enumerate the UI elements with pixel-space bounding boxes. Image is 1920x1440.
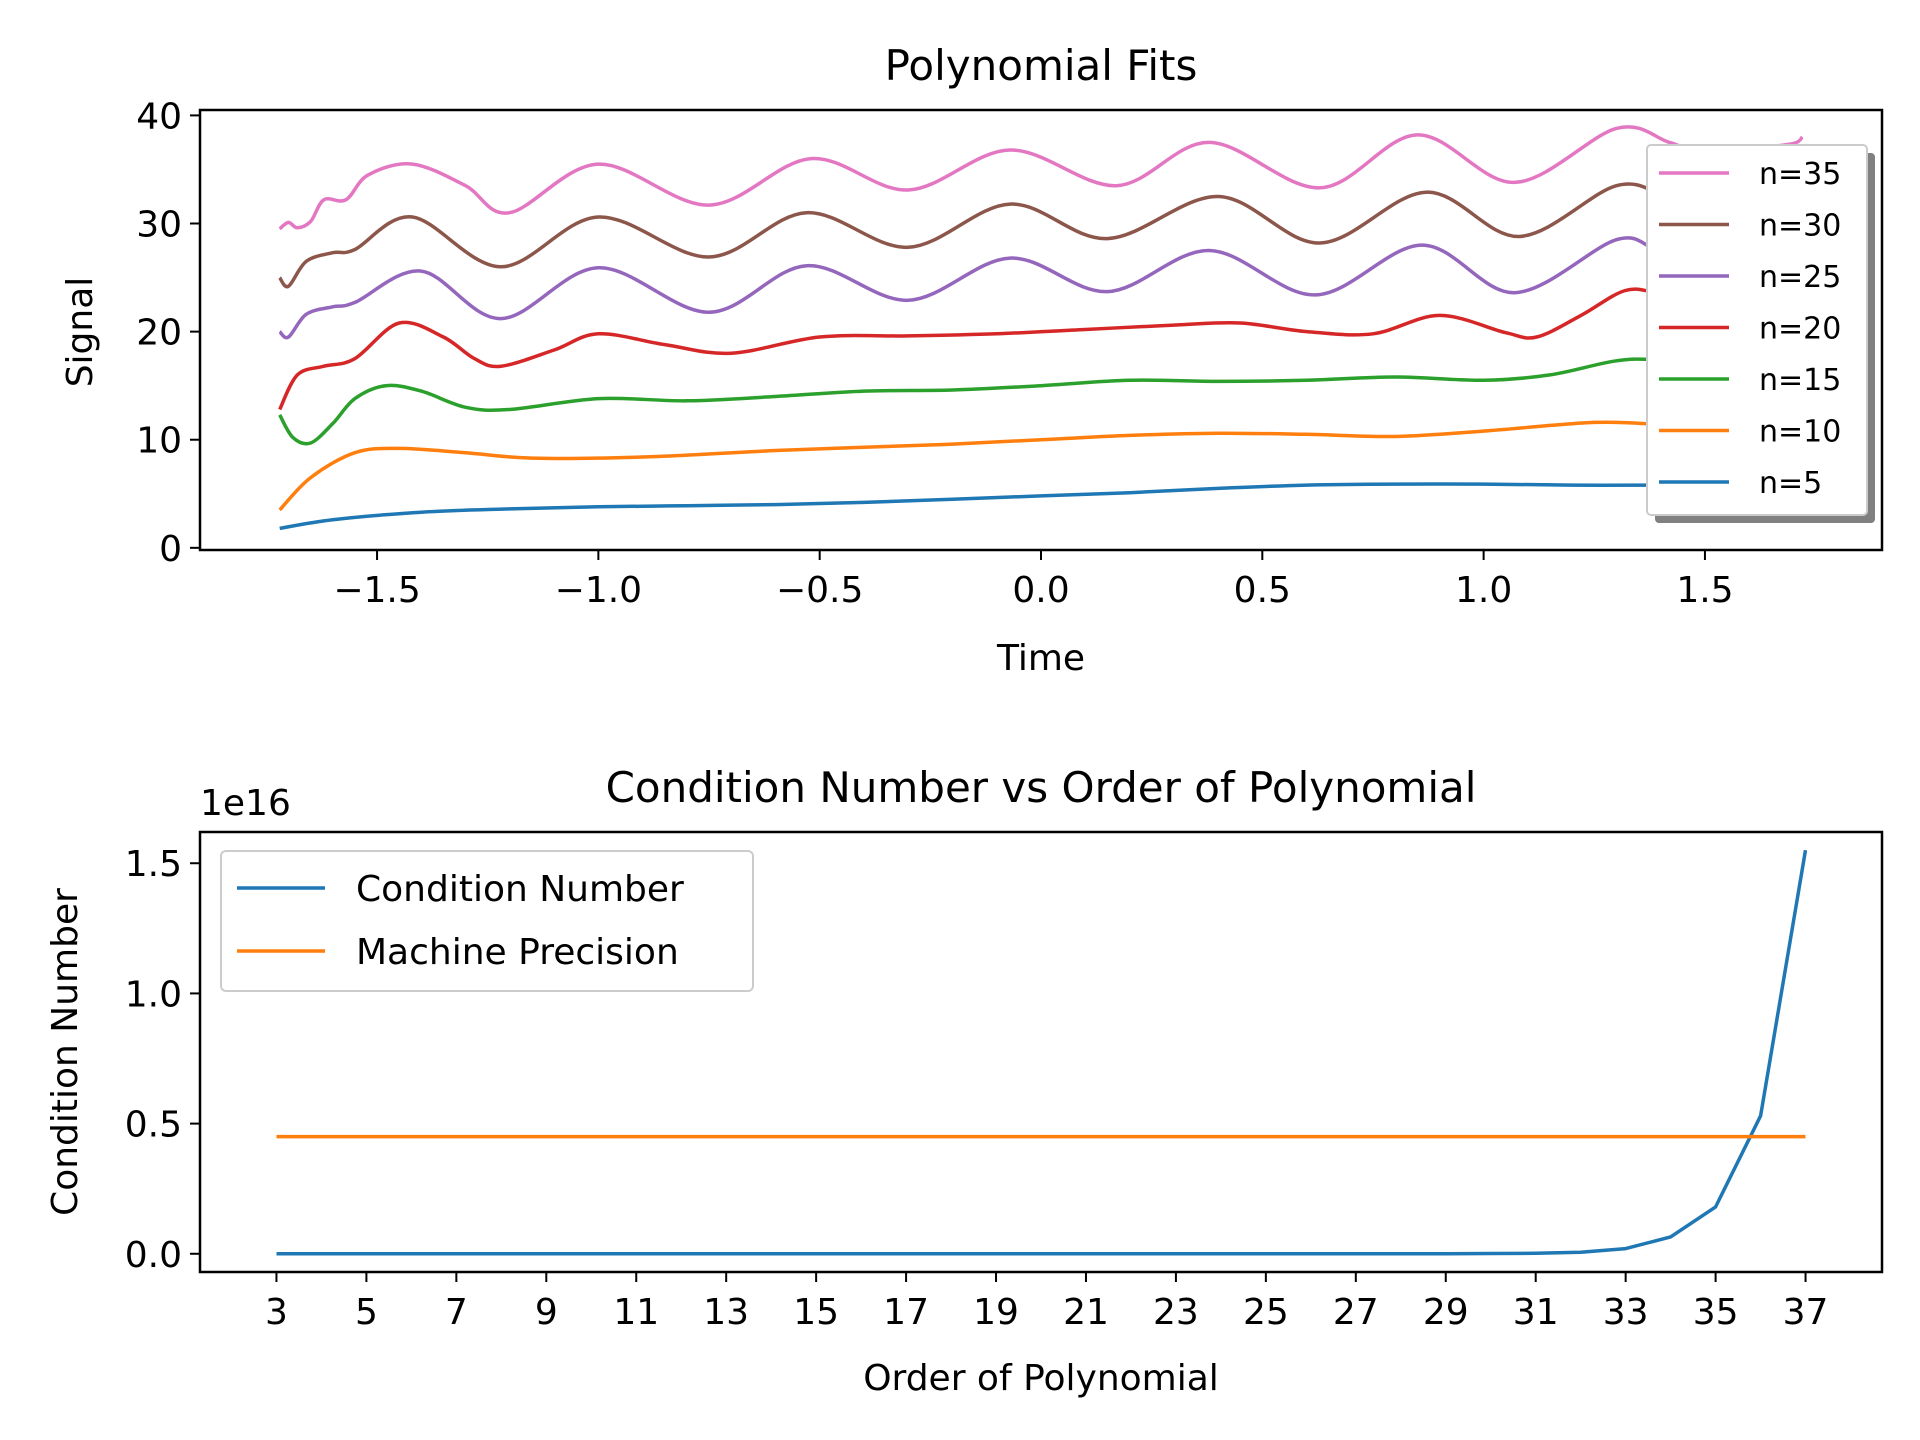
top-chart-x-tick-label: 0.5 (1234, 570, 1291, 611)
top-chart-x-tick-label: 0.0 (1012, 570, 1069, 611)
legend-box (220, 850, 754, 992)
bottom-chart-x-axis-label: Order of Polynomial (863, 1358, 1219, 1399)
top-chart-x-tick-label: −1.0 (555, 570, 642, 611)
top-chart-x-axis-label: Time (996, 638, 1085, 679)
top-chart-series-n-10 (278, 420, 1728, 512)
legend-label: n=20 (1759, 312, 1841, 347)
bottom-chart-x-tick-label: 29 (1423, 1292, 1469, 1333)
bottom-chart-y-tick-label: 1.0 (125, 974, 182, 1015)
bottom-chart-x-tick-label: 27 (1333, 1292, 1379, 1333)
legend-label: n=30 (1759, 209, 1841, 244)
legend-label: Condition Number (356, 869, 684, 910)
bottom-chart-x-tick-label: 19 (973, 1292, 1019, 1333)
bottom-chart-series-condition-number (276, 849, 1808, 1256)
legend-label: Machine Precision (356, 932, 679, 973)
top-chart-x-tick-label: −1.5 (333, 570, 420, 611)
legend-box (1646, 144, 1868, 516)
bottom-chart-title: Condition Number vs Order of Polynomial (606, 763, 1477, 812)
bottom-chart-x-tick-label: 15 (793, 1292, 839, 1333)
bottom-chart-x-tick-label: 23 (1153, 1292, 1199, 1333)
top-chart-series-n-35 (278, 125, 1804, 231)
top-chart-series-n-25 (278, 236, 1728, 340)
bottom-chart-x-tick-label: 11 (613, 1292, 659, 1333)
top-chart-title: Polynomial Fits (885, 41, 1198, 90)
top-chart-frame (198, 108, 1884, 552)
bottom-chart-y-tick-label: 1.5 (125, 844, 182, 885)
bottom-chart-x-tick-label: 25 (1243, 1292, 1289, 1333)
legend-label: n=10 (1759, 415, 1841, 450)
bottom-chart-x-tick-label: 33 (1603, 1292, 1649, 1333)
bottom-chart-y-tick-label: 0.5 (125, 1105, 182, 1146)
bottom-chart-y-tick-label: 0.0 (125, 1235, 182, 1276)
top-chart-x-tick-label: 1.0 (1455, 570, 1512, 611)
bottom-chart: Condition Number vs Order of Polynomial … (45, 763, 1884, 1399)
top-chart-series-n-15 (278, 357, 1728, 446)
legend-label: n=25 (1759, 260, 1841, 295)
top-chart-series-n-30 (278, 182, 1728, 289)
bottom-chart-legend: Condition Number Machine Precision (220, 850, 754, 992)
legend-label: n=35 (1759, 157, 1841, 192)
bottom-chart-x-tick-label: 13 (703, 1292, 749, 1333)
bottom-chart-x-tick-label: 21 (1063, 1292, 1109, 1333)
top-chart-y-tick-label: 20 (136, 313, 182, 354)
bottom-chart-x-tick-label: 3 (265, 1292, 288, 1333)
top-chart-x-tick-label: 1.5 (1676, 570, 1733, 611)
bottom-chart-ticks: 3 5 7 9 11 13 15 17 19 21 23 25 27 29 31 33 35 370.00.51.… (125, 844, 1829, 1333)
bottom-chart-x-tick-label: 37 (1783, 1292, 1829, 1333)
bottom-chart-x-tick-label: 5 (355, 1292, 378, 1333)
bottom-chart-x-tick-label: 9 (535, 1292, 558, 1333)
top-chart-legend: n=35 n=30 n=25 n=20 n=15 n=10 n=5 (1646, 144, 1875, 523)
top-chart-series-n-5 (279, 482, 1728, 531)
bottom-chart-frame (198, 830, 1884, 1274)
top-chart-y-tick-label: 10 (136, 421, 182, 462)
bottom-chart-x-tick-label: 35 (1693, 1292, 1739, 1333)
bottom-chart-x-tick-label: 7 (445, 1292, 468, 1333)
top-chart-y-axis-label: Signal (60, 277, 101, 388)
bottom-chart-x-tick-label: 31 (1513, 1292, 1559, 1333)
top-chart-y-tick-label: 0 (159, 529, 182, 570)
top-chart-y-tick-label: 30 (136, 205, 182, 246)
legend-label: n=15 (1759, 363, 1841, 398)
top-chart-y-tick-label: 40 (136, 96, 182, 137)
top-chart-x-tick-label: −0.5 (776, 570, 863, 611)
legend-label: n=5 (1759, 466, 1822, 501)
bottom-chart-y-axis-label: Condition Number (45, 888, 86, 1216)
top-chart-series (278, 125, 1804, 531)
bottom-chart-x-tick-label: 17 (883, 1292, 929, 1333)
top-chart: Polynomial Fits Time Signal −1.5 −1.0 −0.5… (60, 41, 1884, 679)
top-chart-ticks: −1.5 −1.0 −0.5 0.0 0.5 1.0 1.5 0 10 20 30 40 (136, 96, 1733, 611)
bottom-chart-offset-label: 1e16 (200, 783, 291, 824)
bottom-chart-series (276, 849, 1808, 1256)
top-chart-series-n-20 (278, 287, 1728, 411)
